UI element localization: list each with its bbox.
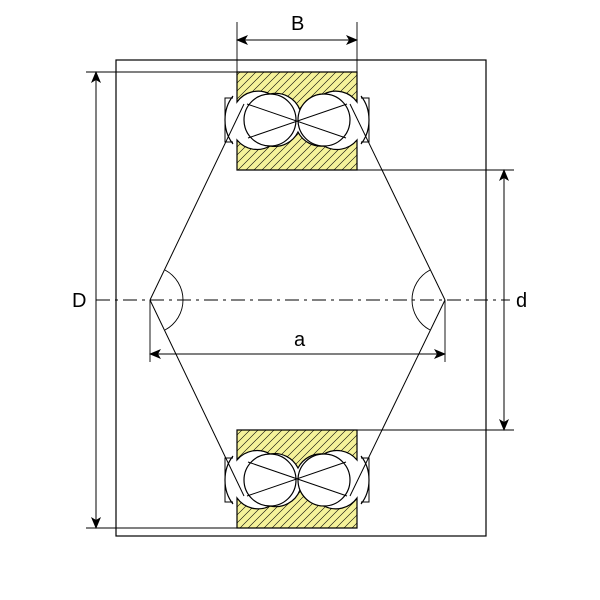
bearing-diagram: B D d a xyxy=(0,0,600,600)
shield-bot-left xyxy=(225,456,233,504)
dimension-a: a xyxy=(150,300,445,362)
label-a: a xyxy=(294,329,306,351)
label-B: B xyxy=(291,13,304,35)
ball-top-right xyxy=(298,94,350,146)
ball-bot-right xyxy=(298,454,350,506)
label-d: d xyxy=(516,290,527,312)
ball-bot-left xyxy=(244,454,296,506)
shield-bot-right xyxy=(361,456,369,504)
ball-top-left xyxy=(244,94,296,146)
shield-top-left xyxy=(225,96,233,144)
dimension-B: B xyxy=(237,13,357,72)
shield-top-right xyxy=(361,96,369,144)
label-D: D xyxy=(72,290,86,312)
